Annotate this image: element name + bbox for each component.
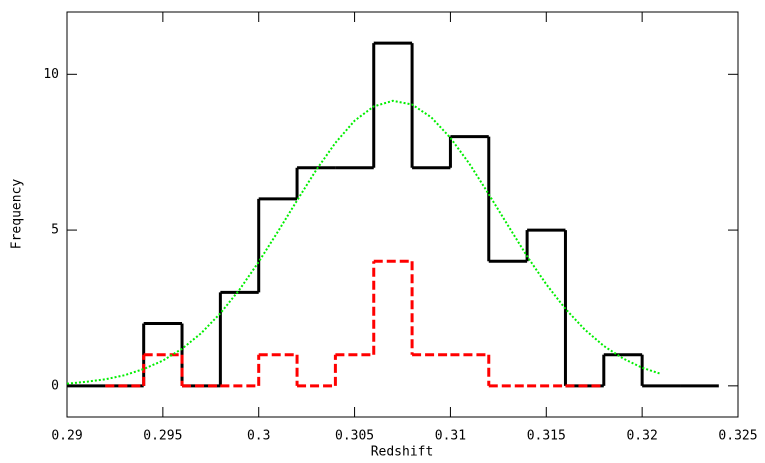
x-tick-label: 0.325 bbox=[718, 429, 757, 444]
x-tick-label: 0.32 bbox=[626, 429, 657, 444]
x-tick-label: 0.305 bbox=[335, 429, 374, 444]
x-tick-label: 0.295 bbox=[143, 429, 182, 444]
y-tick-label: 5 bbox=[51, 223, 59, 238]
y-tick-label: 10 bbox=[43, 67, 59, 82]
x-tick-label: 0.31 bbox=[435, 429, 466, 444]
x-tick-label: 0.29 bbox=[51, 429, 82, 444]
fit-curve bbox=[66, 99, 662, 385]
plot-frame bbox=[66, 11, 739, 418]
y-axis-label: Frequency bbox=[10, 179, 25, 250]
y-tick-label: 0 bbox=[51, 378, 59, 393]
x-tick-label: 0.3 bbox=[247, 429, 270, 444]
x-axis-label: Redshift bbox=[371, 445, 434, 460]
x-tick-label: 0.315 bbox=[527, 429, 566, 444]
